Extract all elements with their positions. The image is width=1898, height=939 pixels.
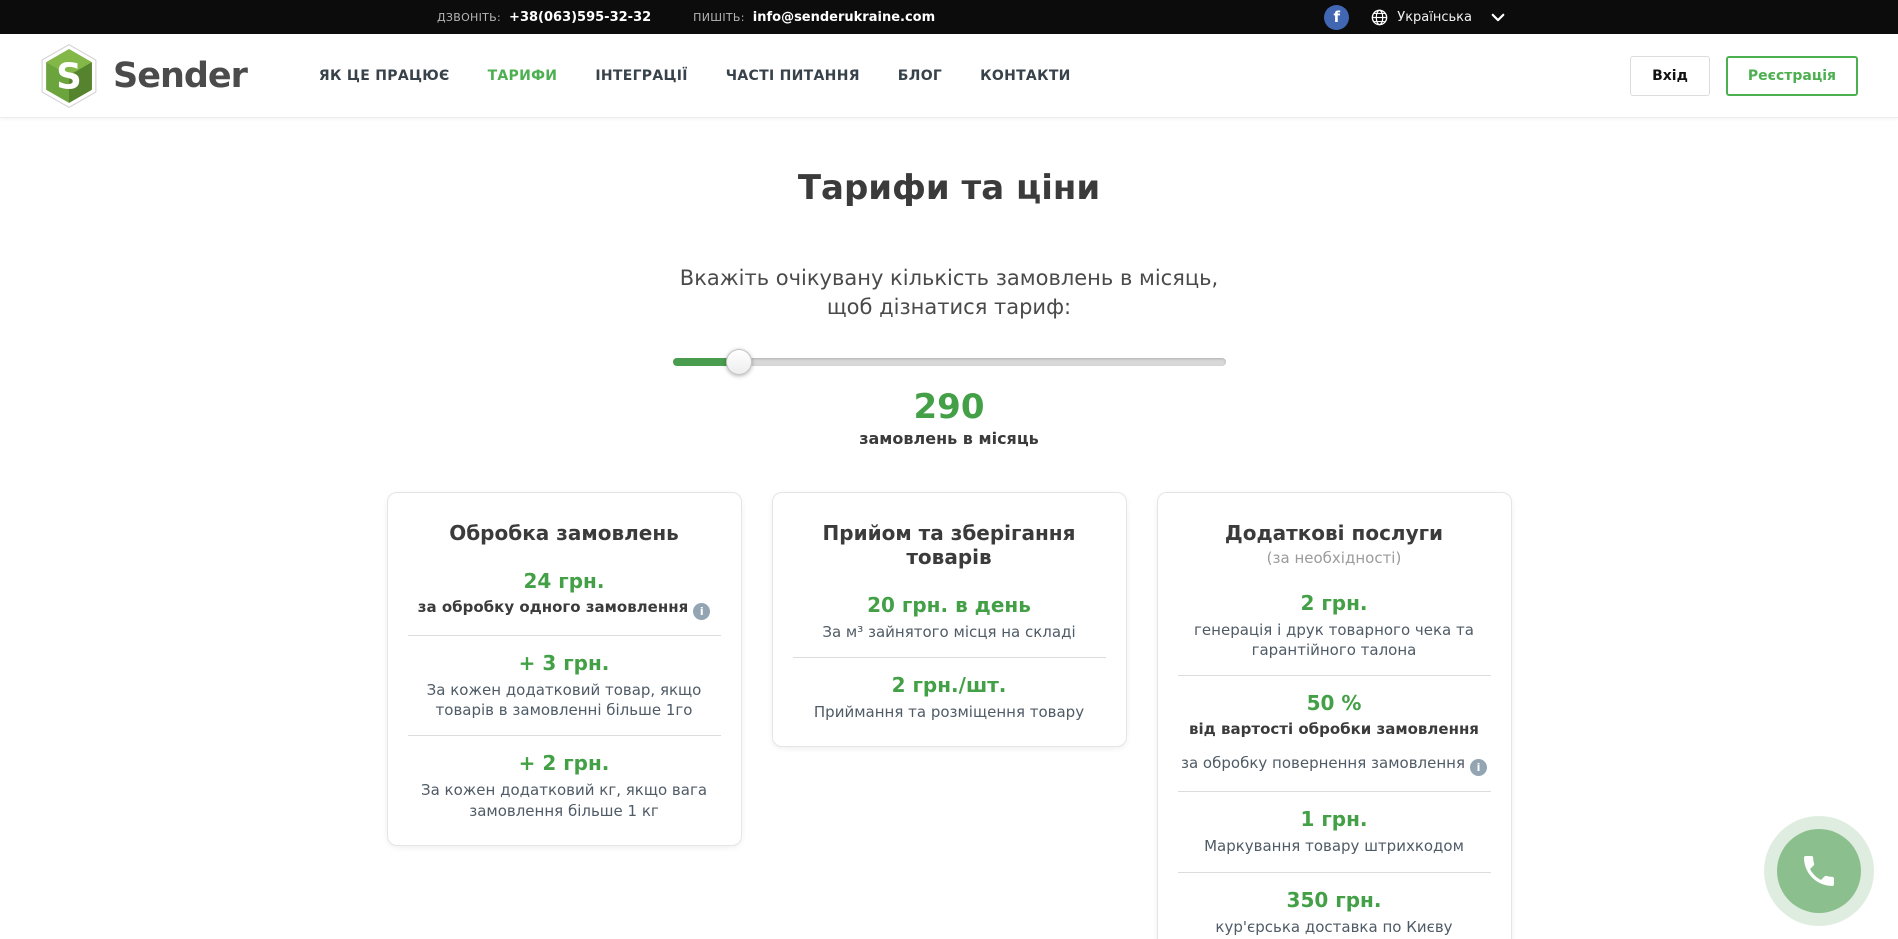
- card-extra-services: Додаткові послуги (за необхідності) 2 гр…: [1156, 491, 1512, 939]
- price-description: генерація і друк товарного чека та гаран…: [1194, 620, 1474, 660]
- facebook-icon[interactable]: f: [1324, 4, 1350, 30]
- call-fab-inner: [1777, 829, 1861, 913]
- menu-item-tariffs[interactable]: ТАРИФИ: [487, 67, 558, 84]
- card-title: Додаткові послуги: [1224, 520, 1444, 545]
- slider-prompt-line1: Вкажіть очікувану кількість замовлень в …: [679, 266, 1219, 290]
- price-label: від вартості обробки замовлення: [1189, 720, 1479, 739]
- slider-prompt-line2: щоб дізнатися тариф:: [826, 295, 1072, 320]
- price-value: 1 грн.: [1300, 807, 1368, 832]
- call-label: ДЗВОНІТЬ:: [437, 10, 502, 24]
- topbar: ДЗВОНІТЬ: +38(063)595-32-32 ПИШІТЬ: info…: [0, 0, 1898, 34]
- slider-fill: [672, 357, 739, 366]
- divider: [407, 735, 721, 737]
- phone-contact: ДЗВОНІТЬ: +38(063)595-32-32: [437, 10, 651, 25]
- divider: [1177, 791, 1491, 793]
- phone-number-link[interactable]: +38(063)595-32-32: [509, 9, 652, 25]
- menu-item-faq[interactable]: ЧАСТІ ПИТАННЯ: [725, 67, 860, 84]
- contact-group: ДЗВОНІТЬ: +38(063)595-32-32 ПИШІТЬ: info…: [437, 10, 935, 25]
- price-description: кур'єрська доставка по Києву: [1215, 917, 1453, 936]
- price-value: 50 %: [1306, 691, 1362, 716]
- price-value: 24 грн.: [523, 568, 605, 593]
- divider: [1177, 675, 1491, 677]
- slider-handle[interactable]: [725, 348, 752, 375]
- card-order-processing: Обробка замовлень 24 грн. за обробку одн…: [386, 491, 742, 846]
- orders-value: 290: [913, 386, 985, 427]
- card-subtitle: (за необхідності): [1266, 548, 1402, 567]
- card-title: Прийом та зберігання товарів: [822, 520, 1076, 569]
- call-fab[interactable]: [1764, 816, 1874, 926]
- card-title: Обробка замовлень: [449, 520, 679, 545]
- language-label: Українська: [1397, 9, 1472, 25]
- language-selector[interactable]: Українська: [1371, 9, 1505, 26]
- info-icon[interactable]: i: [1470, 759, 1487, 777]
- main-menu: ЯК ЦЕ ПРАЦЮЄ ТАРИФИ ІНТЕГРАЦІЇ ЧАСТІ ПИТ…: [319, 68, 1071, 84]
- price-description: Маркування товару штрихкодом: [1204, 837, 1464, 856]
- auth-buttons: Вхід Реєстрація: [1630, 55, 1858, 96]
- price-value: 2 грн.: [1300, 590, 1368, 615]
- tariffs-page: Тарифи та ціни Вкажіть очікувану кількіс…: [0, 168, 1898, 939]
- write-label: ПИШІТЬ:: [693, 10, 745, 24]
- chevron-down-icon: [1491, 13, 1505, 21]
- page-title: Тарифи та ціни: [797, 168, 1101, 208]
- price-label: за обробку одного замовлення i: [408, 598, 721, 620]
- globe-icon: [1371, 9, 1388, 25]
- main-navbar: S Sender ЯК ЦЕ ПРАЦЮЄ ТАРИФИ ІНТЕГРАЦІЇ …: [0, 34, 1898, 118]
- email-contact: ПИШІТЬ: info@senderukraine.com: [693, 10, 935, 25]
- price-extra-line: за обробку повернення замовлення i: [1178, 754, 1491, 777]
- price-description: За кожен додатковий кг, якщо вага замовл…: [420, 781, 708, 820]
- sender-logo-icon: S: [41, 43, 97, 108]
- price-value: + 2 грн.: [518, 751, 610, 776]
- svg-text:S: S: [56, 56, 82, 97]
- brand-wordmark: Sender: [113, 55, 248, 96]
- menu-item-blog[interactable]: БЛОГ: [897, 67, 943, 84]
- price-value: 350 грн.: [1286, 887, 1382, 912]
- phone-icon: [1804, 856, 1834, 886]
- orders-slider[interactable]: [672, 348, 1226, 375]
- price-extra-text: за обробку повернення замовлення: [1181, 754, 1465, 773]
- price-label-text: за обробку одного замовлення: [417, 597, 689, 616]
- menu-item-contacts[interactable]: КОНТАКТИ: [980, 67, 1071, 84]
- slider-track[interactable]: [672, 357, 1226, 366]
- price-value: 2 грн./шт.: [891, 673, 1007, 698]
- login-button[interactable]: Вхід: [1630, 55, 1710, 96]
- divider: [1177, 871, 1491, 873]
- email-link[interactable]: info@senderukraine.com: [752, 9, 936, 25]
- orders-caption: замовлень в місяць: [859, 428, 1039, 448]
- price-description: Приймання та розміщення товару: [813, 703, 1085, 722]
- sender-logo[interactable]: S Sender: [40, 43, 248, 108]
- pricing-cards: Обробка замовлень 24 грн. за обробку одн…: [0, 491, 1898, 939]
- price-description: За м³ зайнятого місця на складі: [822, 622, 1076, 641]
- price-value: + 3 грн.: [518, 650, 610, 675]
- price-description: За кожен додатковий товар, якщо товарів …: [426, 680, 702, 720]
- register-button[interactable]: Реєстрація: [1725, 55, 1858, 96]
- price-value: 20 грн. в день: [867, 592, 1031, 617]
- menu-item-how-it-works[interactable]: ЯК ЦЕ ПРАЦЮЄ: [318, 67, 450, 84]
- card-storage: Прийом та зберігання товарів 20 грн. в д…: [771, 491, 1127, 748]
- info-icon[interactable]: i: [693, 602, 711, 620]
- divider: [792, 657, 1106, 659]
- menu-item-integrations[interactable]: ІНТЕГРАЦІЇ: [595, 67, 688, 84]
- topbar-right: f Українська: [1324, 4, 1505, 30]
- divider: [407, 634, 721, 636]
- slider-prompt: Вкажіть очікувану кількість замовлень в …: [0, 264, 1898, 323]
